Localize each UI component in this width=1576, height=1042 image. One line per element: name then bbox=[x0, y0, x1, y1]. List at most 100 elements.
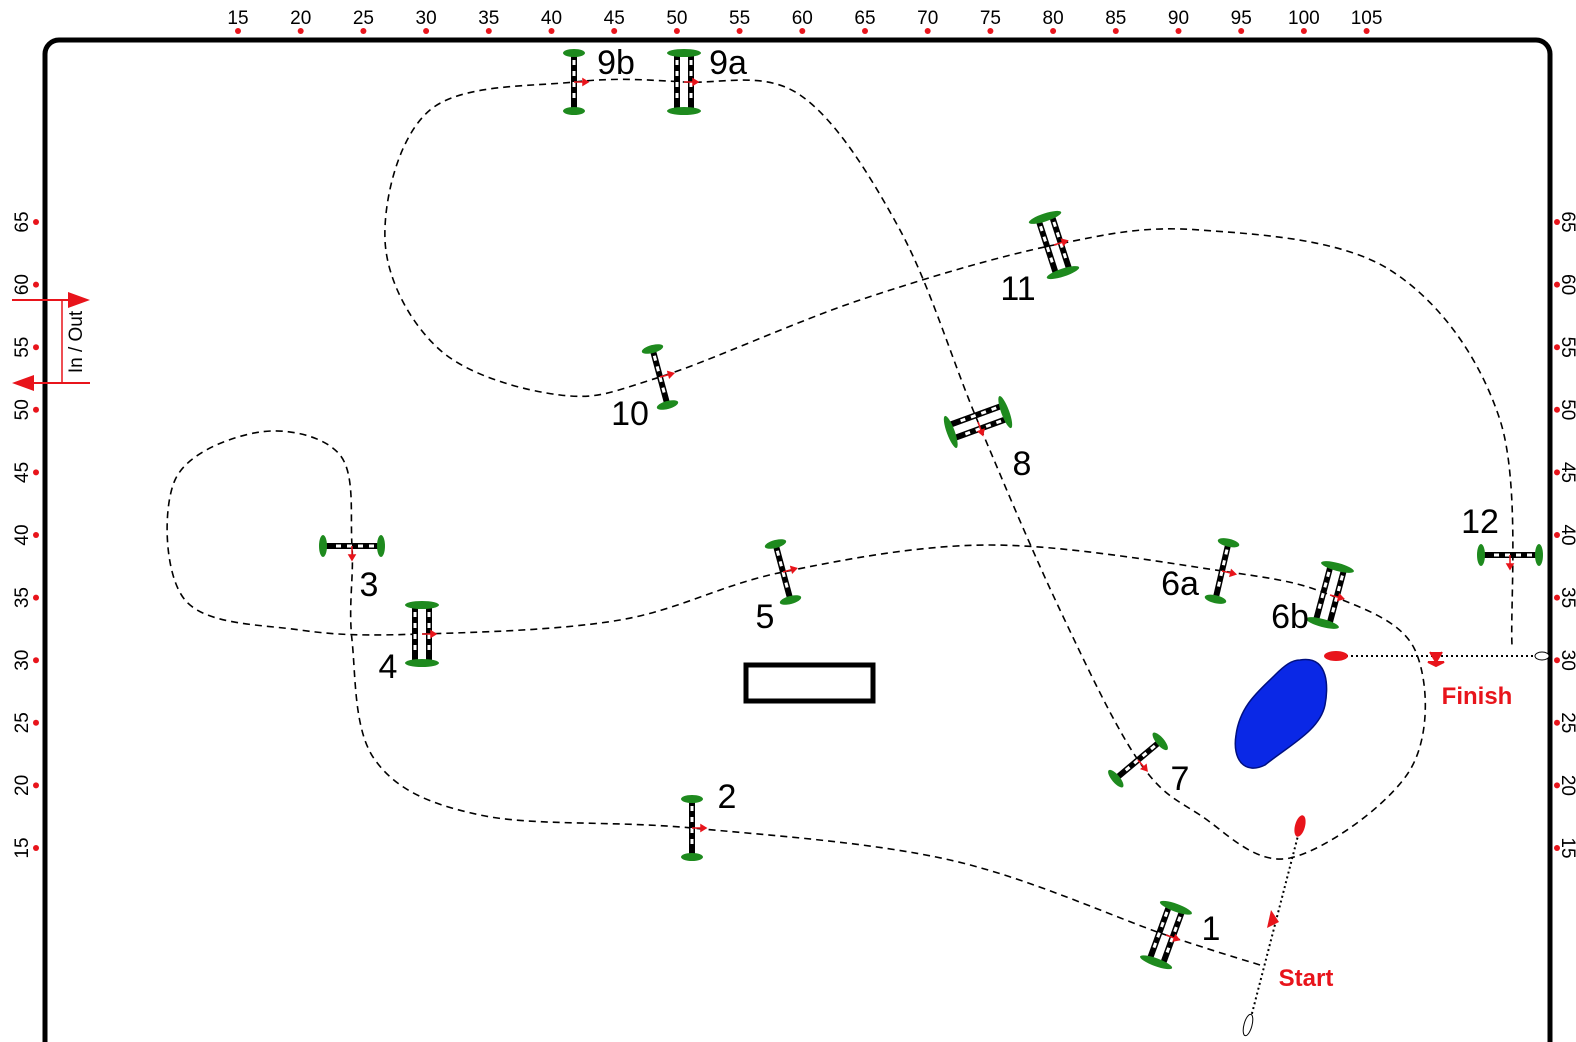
pole-stripe bbox=[413, 612, 417, 617]
pole-stripe bbox=[1169, 936, 1174, 943]
pole-stripe bbox=[1336, 585, 1342, 592]
ruler-tick bbox=[1300, 28, 1307, 34]
jump bbox=[641, 344, 679, 410]
jump bbox=[1028, 210, 1080, 280]
ruler-label: 75 bbox=[980, 8, 1001, 29]
jump-label: 8 bbox=[1013, 445, 1032, 483]
pole-stripe bbox=[1219, 570, 1224, 577]
start-flag bbox=[1242, 1013, 1254, 1037]
direction-arrow bbox=[574, 77, 590, 87]
pole-stripe bbox=[369, 544, 374, 548]
wing bbox=[998, 396, 1013, 429]
pole-stripe bbox=[1150, 744, 1156, 751]
wing bbox=[563, 107, 585, 115]
entrance-label: In / Out bbox=[66, 310, 87, 373]
ruler-tick bbox=[33, 281, 39, 288]
jump bbox=[764, 539, 802, 605]
ruler-label: 65 bbox=[854, 8, 875, 29]
jump-label: 2 bbox=[718, 778, 737, 816]
ruler-label: 35 bbox=[12, 587, 33, 608]
pole-stripe bbox=[1527, 553, 1532, 557]
wing bbox=[1108, 769, 1124, 788]
wing bbox=[1159, 900, 1192, 915]
ruler-tick bbox=[611, 28, 618, 34]
jump bbox=[1477, 544, 1543, 571]
pole-stripe bbox=[1049, 257, 1054, 263]
ruler-tick bbox=[1050, 28, 1057, 34]
wing bbox=[1046, 266, 1080, 280]
pole-stripe bbox=[1039, 225, 1044, 232]
course-line bbox=[166, 78, 1514, 966]
wing bbox=[1535, 544, 1543, 566]
ruler-tick bbox=[924, 28, 931, 34]
ruler-label: 25 bbox=[1557, 712, 1576, 733]
ruler-tick bbox=[673, 28, 680, 34]
pole-stripe bbox=[689, 93, 693, 98]
pole-stripe bbox=[775, 550, 781, 556]
pole-stripe bbox=[413, 623, 417, 628]
pole-stripe bbox=[1124, 765, 1131, 772]
ruler-label: 95 bbox=[1231, 8, 1252, 29]
wing bbox=[667, 107, 701, 115]
ruler-label: 60 bbox=[792, 8, 813, 29]
ruler-tick bbox=[33, 344, 39, 351]
ruler-label: 45 bbox=[1557, 462, 1576, 483]
pole-stripe bbox=[1326, 571, 1331, 578]
direction-arrow bbox=[1137, 759, 1148, 772]
ruler-label: 60 bbox=[12, 274, 33, 295]
ruler-label: 70 bbox=[917, 8, 938, 29]
pole-stripe bbox=[652, 355, 658, 361]
ruler-tick bbox=[485, 28, 492, 34]
start-flag bbox=[1294, 815, 1306, 837]
ruler-label: 55 bbox=[12, 337, 33, 358]
ruler-label: 50 bbox=[12, 399, 33, 420]
ruler-label: 55 bbox=[729, 8, 750, 29]
ruler-label: 100 bbox=[1288, 8, 1320, 29]
jump bbox=[319, 535, 385, 562]
pole-stripe bbox=[1045, 246, 1051, 253]
ruler-label: 25 bbox=[12, 712, 33, 733]
ruler-tick bbox=[862, 28, 868, 34]
ruler-tick bbox=[33, 782, 39, 789]
pole-stripe bbox=[1176, 916, 1182, 922]
ruler-label: 40 bbox=[541, 8, 562, 29]
pole-stripe bbox=[675, 93, 679, 98]
entrance: In / Out bbox=[12, 292, 90, 391]
ruler-label: 90 bbox=[1168, 8, 1189, 29]
jump-label: 6a bbox=[1161, 565, 1199, 603]
pole-stripe bbox=[413, 645, 417, 650]
wing bbox=[1028, 210, 1062, 224]
finish-label: Finish bbox=[1442, 683, 1513, 710]
pole-stripe bbox=[655, 365, 660, 372]
start-label: Start bbox=[1279, 965, 1334, 992]
wing bbox=[681, 795, 703, 803]
pole-stripe bbox=[413, 634, 417, 639]
pole-stripe bbox=[1221, 559, 1226, 566]
pole-stripe bbox=[1042, 236, 1047, 242]
pole-stripe bbox=[690, 839, 694, 844]
pole-stripe bbox=[1165, 947, 1171, 953]
pole-stripe bbox=[572, 71, 576, 76]
ruler-tick bbox=[1554, 219, 1560, 225]
jump-label: 9b bbox=[597, 44, 635, 82]
ruler-tick bbox=[1175, 28, 1182, 34]
pole-stripe bbox=[572, 93, 576, 98]
pole-stripe bbox=[970, 414, 977, 419]
ruler-tick bbox=[1554, 719, 1560, 726]
ruler-tick bbox=[736, 28, 743, 34]
ruler-tick bbox=[799, 28, 806, 34]
pole-stripe bbox=[347, 544, 352, 548]
ruler-tick bbox=[1554, 845, 1560, 851]
ruler-label: 30 bbox=[12, 650, 33, 671]
pole-stripe bbox=[781, 571, 786, 578]
water bbox=[1234, 658, 1328, 769]
pole-stripe bbox=[427, 612, 431, 617]
jump-label: 4 bbox=[379, 648, 398, 686]
ruler-tick bbox=[360, 28, 367, 34]
pole-stripe bbox=[1160, 921, 1165, 928]
jump bbox=[405, 601, 439, 667]
wing bbox=[1204, 594, 1227, 604]
pole-stripe bbox=[658, 376, 663, 383]
arena-border bbox=[42, 37, 1553, 1042]
